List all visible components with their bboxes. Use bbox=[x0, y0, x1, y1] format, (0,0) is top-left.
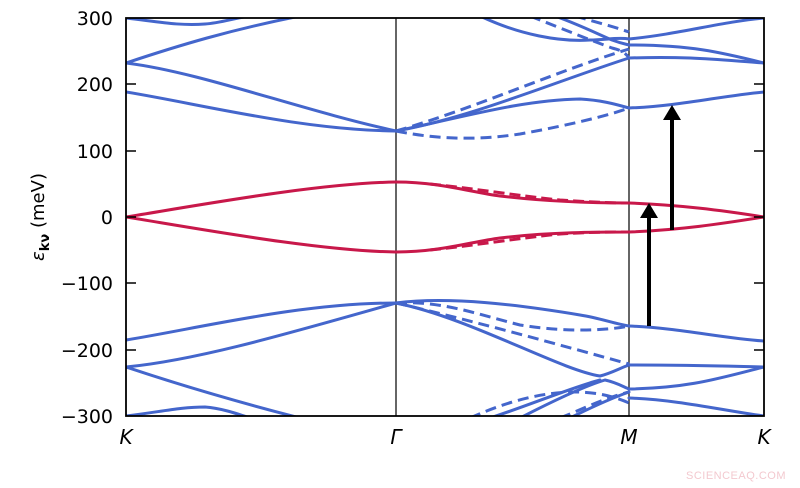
y-ticks bbox=[126, 83, 764, 351]
ytick-100: 100 bbox=[77, 141, 113, 163]
ytick-200: 200 bbox=[77, 74, 113, 96]
xtick-K-left: K bbox=[119, 425, 134, 449]
remote-valence-bands bbox=[126, 299, 764, 416]
xtick-Gamma: Γ bbox=[390, 425, 403, 449]
plot-area bbox=[126, 18, 764, 416]
x-tick-labels: K Γ M K bbox=[119, 425, 772, 449]
remote-valence-bands-dashed bbox=[395, 301, 630, 416]
flat-bands-dashed bbox=[429, 182, 630, 252]
y-tick-labels: 300 200 100 0 −100 −200 −300 bbox=[61, 8, 113, 428]
xtick-M: M bbox=[620, 425, 637, 449]
watermark: SCIENCEAQ.COM bbox=[685, 470, 786, 482]
ytick-0: 0 bbox=[101, 207, 113, 229]
ytick-minus300: −300 bbox=[61, 406, 113, 428]
remote-conduction-bands-dashed bbox=[395, 18, 631, 140]
ytick-300: 300 bbox=[77, 8, 113, 30]
arrow-1-head bbox=[640, 203, 658, 218]
xtick-K-right: K bbox=[757, 425, 772, 449]
ytick-minus100: −100 bbox=[61, 273, 113, 295]
y-axis-label: εkν (meV) bbox=[28, 173, 53, 261]
transition-arrows bbox=[640, 105, 681, 326]
upper-flat-band bbox=[126, 180, 764, 219]
ytick-minus200: −200 bbox=[61, 340, 113, 362]
arrow-2-head bbox=[663, 105, 681, 120]
flat-bands bbox=[126, 180, 764, 254]
lower-flat-band bbox=[126, 215, 764, 254]
axes-frame bbox=[125, 17, 765, 417]
remote-conduction-bands bbox=[126, 18, 764, 133]
